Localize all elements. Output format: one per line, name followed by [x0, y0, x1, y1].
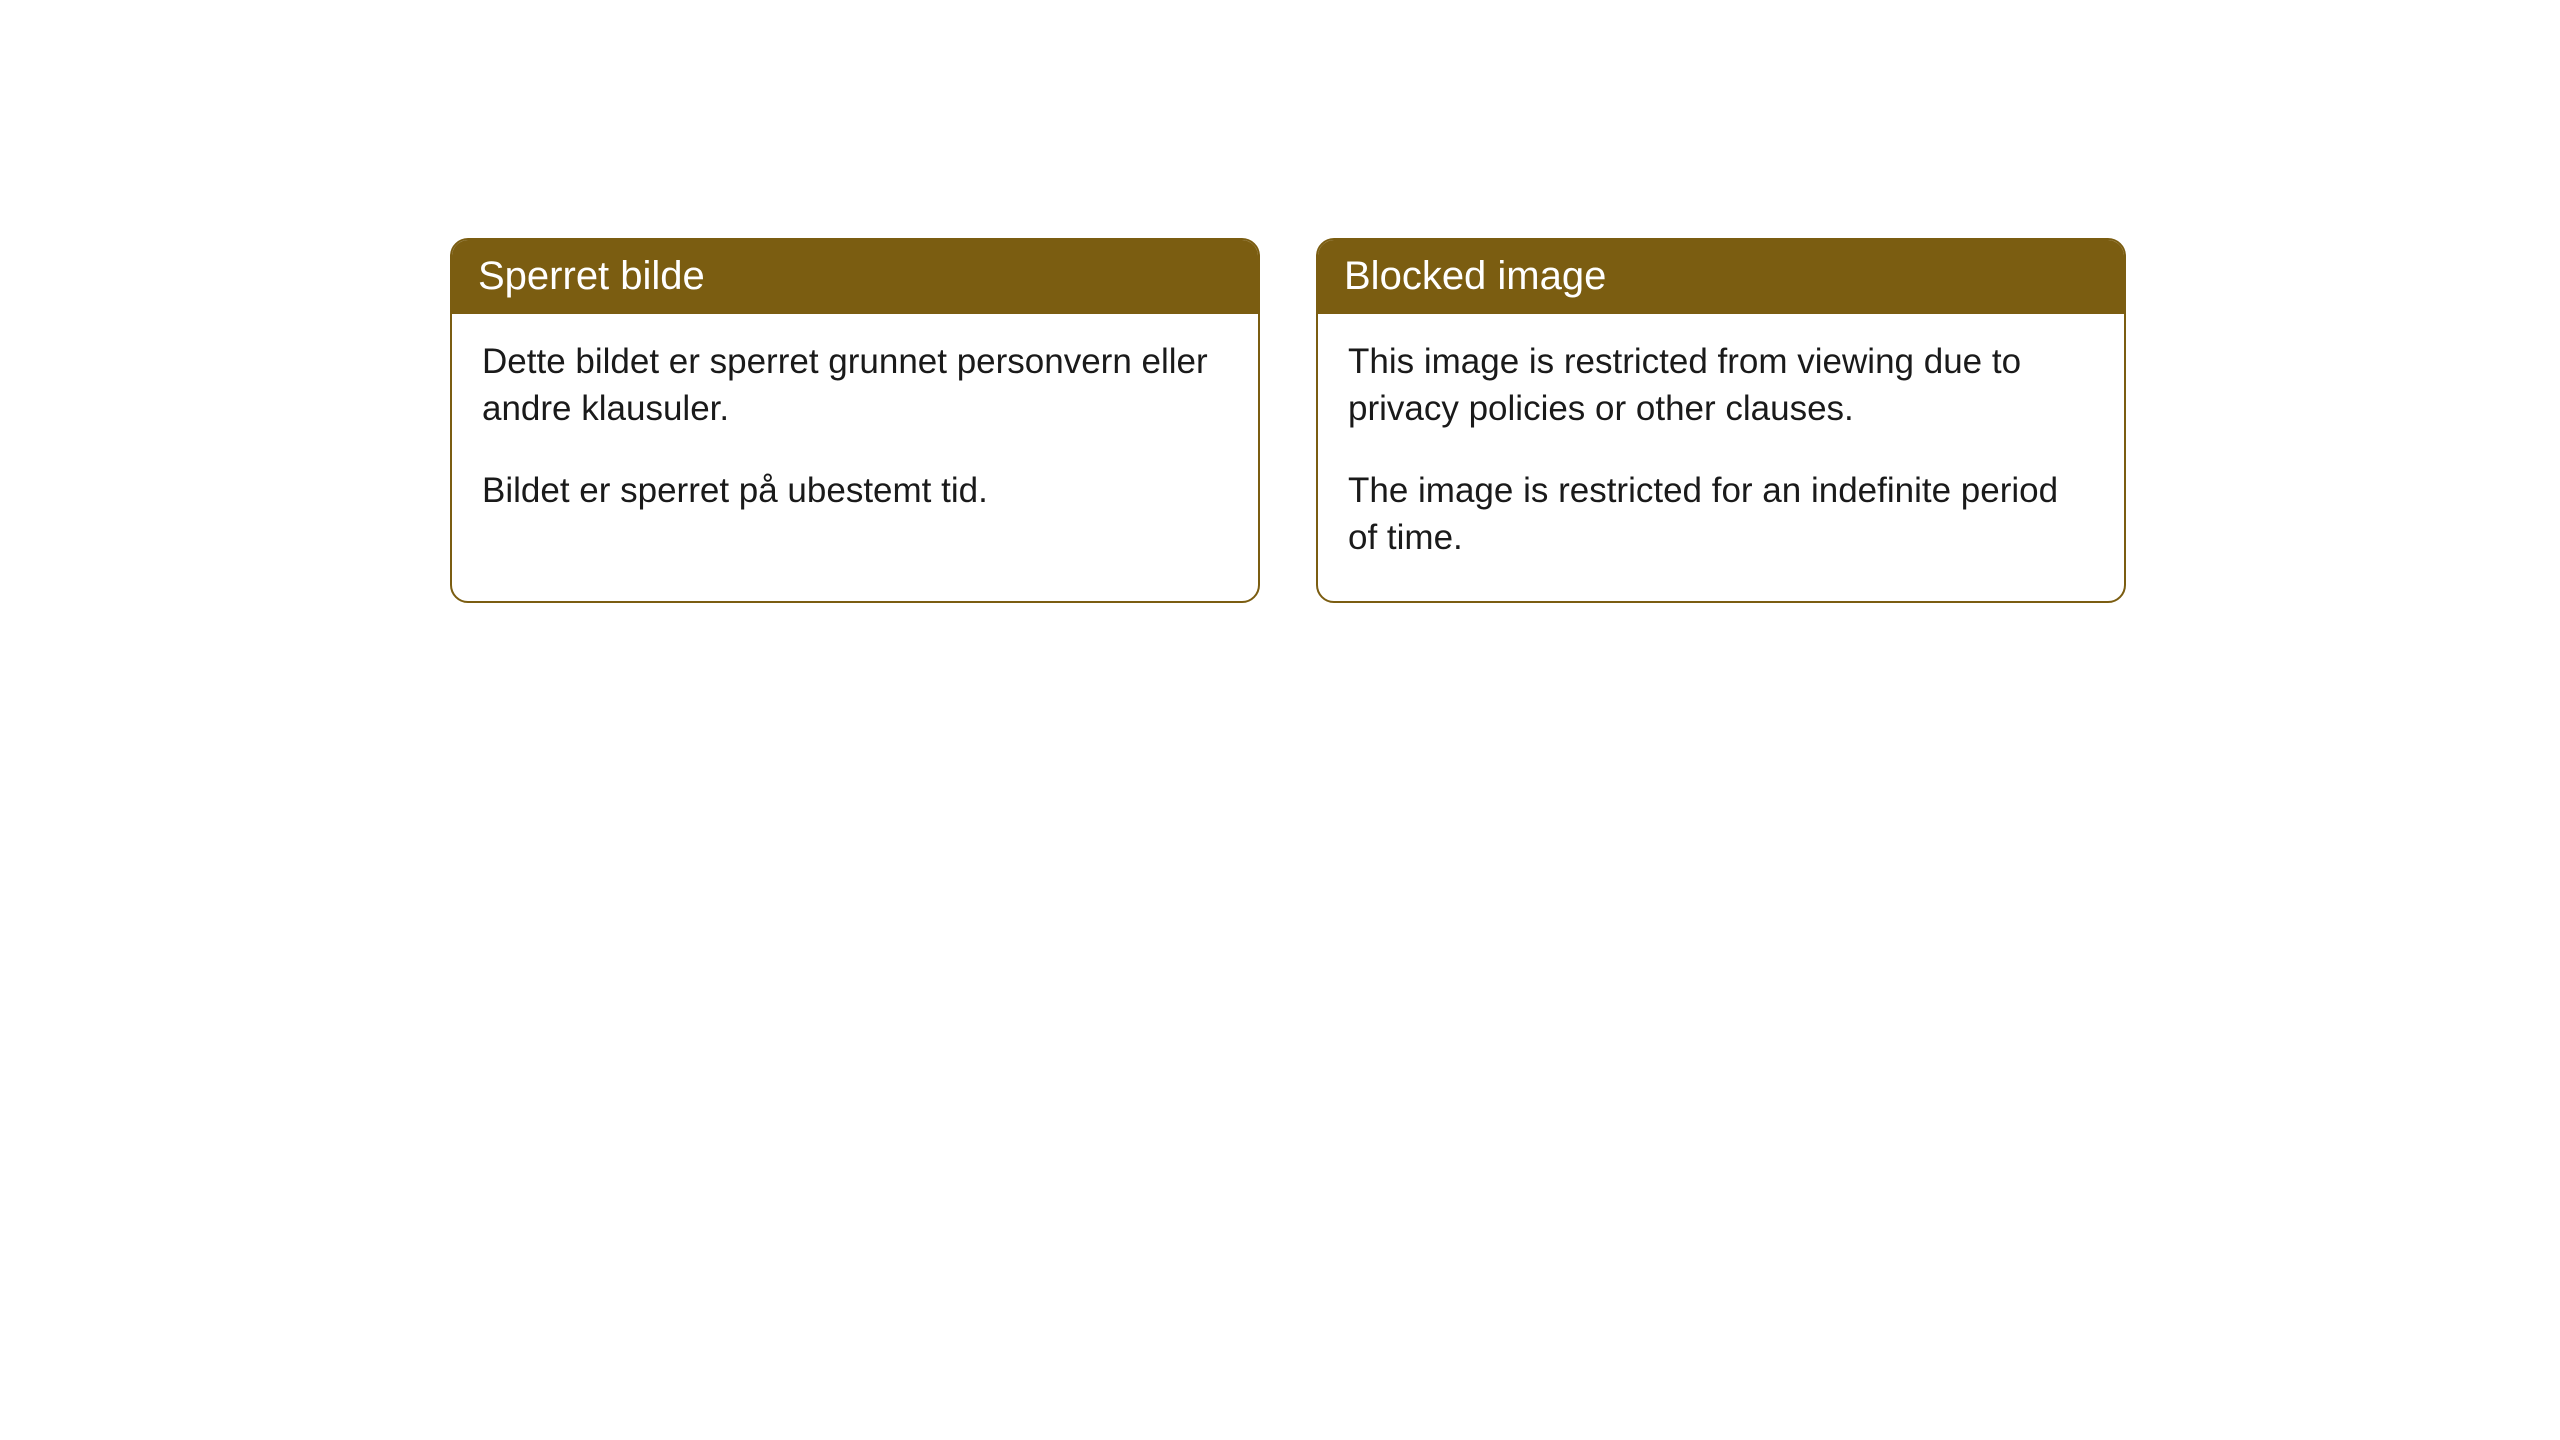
card-paragraph: The image is restricted for an indefinit…	[1348, 467, 2094, 562]
card-body-norwegian: Dette bildet er sperret grunnet personve…	[452, 314, 1258, 554]
card-header-norwegian: Sperret bilde	[452, 240, 1258, 314]
cards-container: Sperret bilde Dette bildet er sperret gr…	[0, 0, 2560, 603]
card-english: Blocked image This image is restricted f…	[1316, 238, 2126, 603]
card-title-english: Blocked image	[1344, 254, 1606, 298]
card-paragraph: Bildet er sperret på ubestemt tid.	[482, 467, 1228, 514]
card-paragraph: Dette bildet er sperret grunnet personve…	[482, 338, 1228, 433]
card-title-norwegian: Sperret bilde	[478, 254, 705, 298]
card-norwegian: Sperret bilde Dette bildet er sperret gr…	[450, 238, 1260, 603]
card-header-english: Blocked image	[1318, 240, 2124, 314]
card-body-english: This image is restricted from viewing du…	[1318, 314, 2124, 601]
card-paragraph: This image is restricted from viewing du…	[1348, 338, 2094, 433]
